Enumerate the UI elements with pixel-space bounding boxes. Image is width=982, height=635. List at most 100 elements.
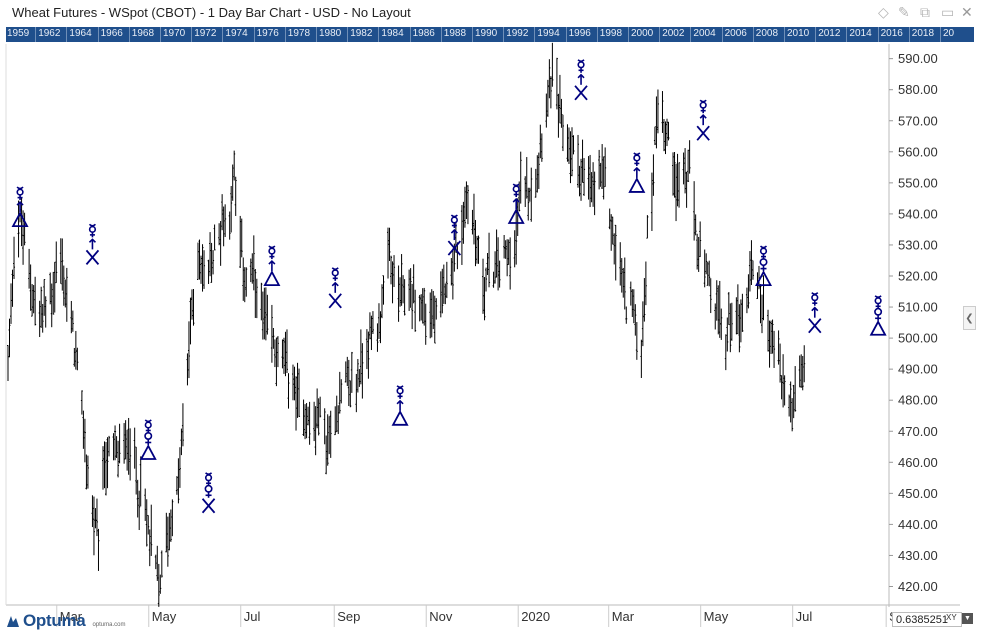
year-separator bbox=[409, 27, 411, 42]
opposition-aspect-glyph bbox=[328, 293, 342, 309]
year-label[interactable]: 1974 bbox=[225, 28, 248, 39]
year-label[interactable]: 2000 bbox=[631, 28, 654, 39]
x-tick-label: Mar bbox=[60, 609, 83, 624]
mars-glyph bbox=[268, 259, 276, 272]
year-separator bbox=[160, 27, 161, 42]
year-label[interactable]: 1959 bbox=[7, 28, 30, 39]
year-separator bbox=[128, 27, 130, 42]
restore-icon[interactable]: ⧉ bbox=[920, 4, 930, 20]
year-separator bbox=[472, 27, 473, 42]
year-label[interactable]: 20 bbox=[943, 28, 955, 39]
mars-glyph bbox=[396, 399, 404, 411]
year-separator bbox=[690, 27, 692, 42]
year-label[interactable]: 1988 bbox=[443, 28, 467, 39]
dropdown-arrow-icon[interactable]: ▼ bbox=[962, 613, 973, 624]
year-separator bbox=[628, 27, 629, 42]
mars-glyph bbox=[633, 166, 641, 178]
year-separator bbox=[191, 27, 193, 42]
pin-icon[interactable]: ✎ bbox=[898, 4, 910, 20]
x-tick-label: 2020 bbox=[521, 609, 550, 624]
optuma-logo: Optuma optuma.com bbox=[5, 610, 125, 632]
y-tick-label: 420.00 bbox=[898, 579, 938, 594]
mars-glyph bbox=[811, 306, 819, 318]
trine-aspect-glyph bbox=[263, 270, 281, 287]
mercury-glyph bbox=[759, 245, 768, 260]
year-label[interactable]: 2014 bbox=[849, 28, 872, 39]
year-label[interactable]: 2018 bbox=[911, 28, 935, 39]
year-label[interactable]: 1980 bbox=[319, 28, 342, 39]
year-label[interactable]: 1984 bbox=[381, 28, 404, 39]
mercury-glyph bbox=[699, 99, 707, 114]
year-label[interactable]: 2002 bbox=[662, 28, 685, 39]
y-tick-label: 540.00 bbox=[898, 206, 938, 221]
close-icon[interactable]: ✕ bbox=[961, 4, 973, 20]
y-tick-label: 440.00 bbox=[898, 517, 938, 532]
year-label[interactable]: 1962 bbox=[38, 28, 61, 39]
y-tick-label: 450.00 bbox=[898, 486, 938, 501]
opposition-aspect-glyph bbox=[447, 240, 462, 256]
year-label[interactable]: 1986 bbox=[412, 28, 435, 39]
xy-mode-toggle[interactable]: XY bbox=[946, 613, 957, 622]
year-separator bbox=[35, 27, 37, 42]
year-label[interactable]: 1970 bbox=[163, 28, 186, 39]
year-label[interactable]: 1982 bbox=[350, 28, 373, 39]
year-separator bbox=[378, 27, 380, 42]
title-bar[interactable]: Wheat Futures - WSpot (CBOT) - 1 Day Bar… bbox=[0, 0, 982, 26]
year-label[interactable]: 1964 bbox=[69, 28, 92, 39]
year-label[interactable]: 1996 bbox=[568, 28, 591, 39]
year-separator bbox=[253, 27, 255, 42]
year-navigator-bar[interactable]: 1959 1962 1964 1966 1968 1970 1972 1974 1976 1978… bbox=[6, 27, 974, 42]
y-tick-label: 570.00 bbox=[898, 113, 938, 128]
year-label[interactable]: 2010 bbox=[787, 28, 810, 39]
year-separator bbox=[659, 27, 661, 42]
year-label[interactable]: 2008 bbox=[755, 28, 779, 39]
y-tick-label: 520.00 bbox=[898, 269, 938, 284]
year-label[interactable]: 1998 bbox=[599, 28, 623, 39]
year-label[interactable]: 1992 bbox=[506, 28, 529, 39]
opposition-aspect-glyph bbox=[574, 85, 588, 101]
y-tick-label: 460.00 bbox=[898, 455, 938, 470]
year-separator bbox=[66, 27, 68, 42]
year-label[interactable]: 2012 bbox=[818, 28, 841, 39]
year-label[interactable]: 1968 bbox=[131, 28, 155, 39]
y-tick-label: 500.00 bbox=[898, 331, 938, 346]
trine-aspect-glyph bbox=[139, 444, 157, 460]
year-label[interactable]: 2004 bbox=[693, 28, 716, 39]
year-label[interactable]: 1994 bbox=[537, 28, 560, 39]
year-separator bbox=[284, 27, 286, 42]
year-separator bbox=[534, 27, 536, 42]
mercury-glyph bbox=[633, 152, 641, 166]
mars-glyph bbox=[88, 238, 97, 250]
diamond-icon[interactable]: ◇ bbox=[878, 4, 889, 20]
y-tick-label: 560.00 bbox=[898, 144, 938, 159]
chevron-left-icon[interactable]: ❮ bbox=[963, 306, 976, 330]
maximize-icon[interactable]: ▭ bbox=[941, 4, 955, 20]
year-label[interactable]: 1972 bbox=[194, 28, 217, 39]
brand-url: optuma.com bbox=[92, 621, 126, 628]
cursor-value-readout[interactable]: 0.6385251 bbox=[892, 612, 962, 627]
y-tick-label: 490.00 bbox=[898, 362, 938, 377]
y-tick-label: 430.00 bbox=[898, 548, 938, 563]
year-separator bbox=[784, 27, 785, 42]
trine-aspect-glyph bbox=[391, 409, 409, 426]
year-separator bbox=[908, 27, 910, 42]
year-label[interactable]: 1966 bbox=[100, 28, 123, 39]
brand-name: Optuma bbox=[23, 611, 86, 630]
mars-glyph bbox=[699, 114, 707, 126]
mercury-glyph bbox=[88, 223, 97, 238]
year-label[interactable]: 2016 bbox=[880, 28, 903, 39]
year-label[interactable]: 1976 bbox=[256, 28, 279, 39]
mercury-glyph bbox=[512, 183, 520, 198]
year-separator bbox=[503, 27, 505, 42]
y-tick-label: 590.00 bbox=[898, 51, 938, 66]
year-separator bbox=[596, 27, 598, 42]
opposition-aspect-glyph bbox=[696, 125, 710, 141]
year-label[interactable]: 1990 bbox=[475, 28, 498, 39]
trine-aspect-glyph bbox=[628, 177, 646, 193]
x-tick-label: Nov bbox=[429, 609, 453, 624]
year-separator bbox=[97, 27, 99, 42]
year-label[interactable]: 2006 bbox=[724, 28, 747, 39]
year-label[interactable]: 1978 bbox=[287, 28, 311, 39]
